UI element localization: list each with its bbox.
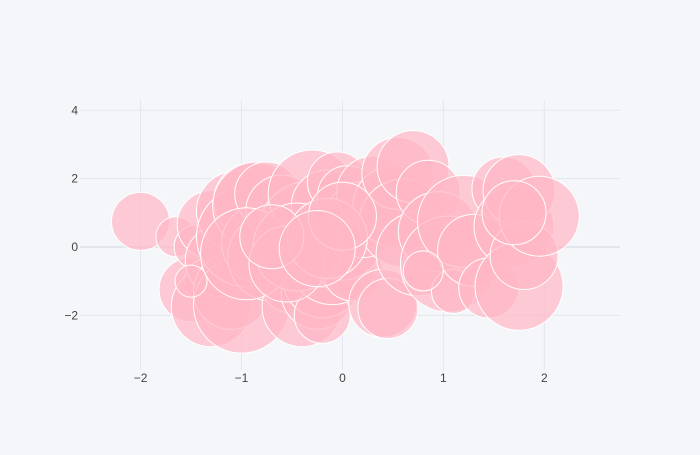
bubble-point[interactable] <box>174 264 208 298</box>
x-tick-label: 0 <box>339 371 346 385</box>
bubble-point[interactable] <box>481 180 547 246</box>
y-tick-label: 4 <box>71 103 78 117</box>
bubble-point[interactable] <box>402 250 444 292</box>
x-tick-label: −1 <box>235 371 249 385</box>
x-tick-label: 2 <box>541 371 548 385</box>
bubble-point[interactable] <box>278 210 356 288</box>
x-tick-label: 1 <box>440 371 447 385</box>
y-tick-label: −2 <box>64 308 78 322</box>
x-tick-label: −2 <box>134 371 148 385</box>
y-tick-labels: −2 0 2 4 <box>64 103 78 322</box>
y-tick-label: 0 <box>71 240 78 254</box>
bubble-markers <box>111 130 580 354</box>
y-tick-label: 2 <box>71 172 78 186</box>
x-tick-labels: −2 −1 0 1 2 <box>134 371 548 385</box>
